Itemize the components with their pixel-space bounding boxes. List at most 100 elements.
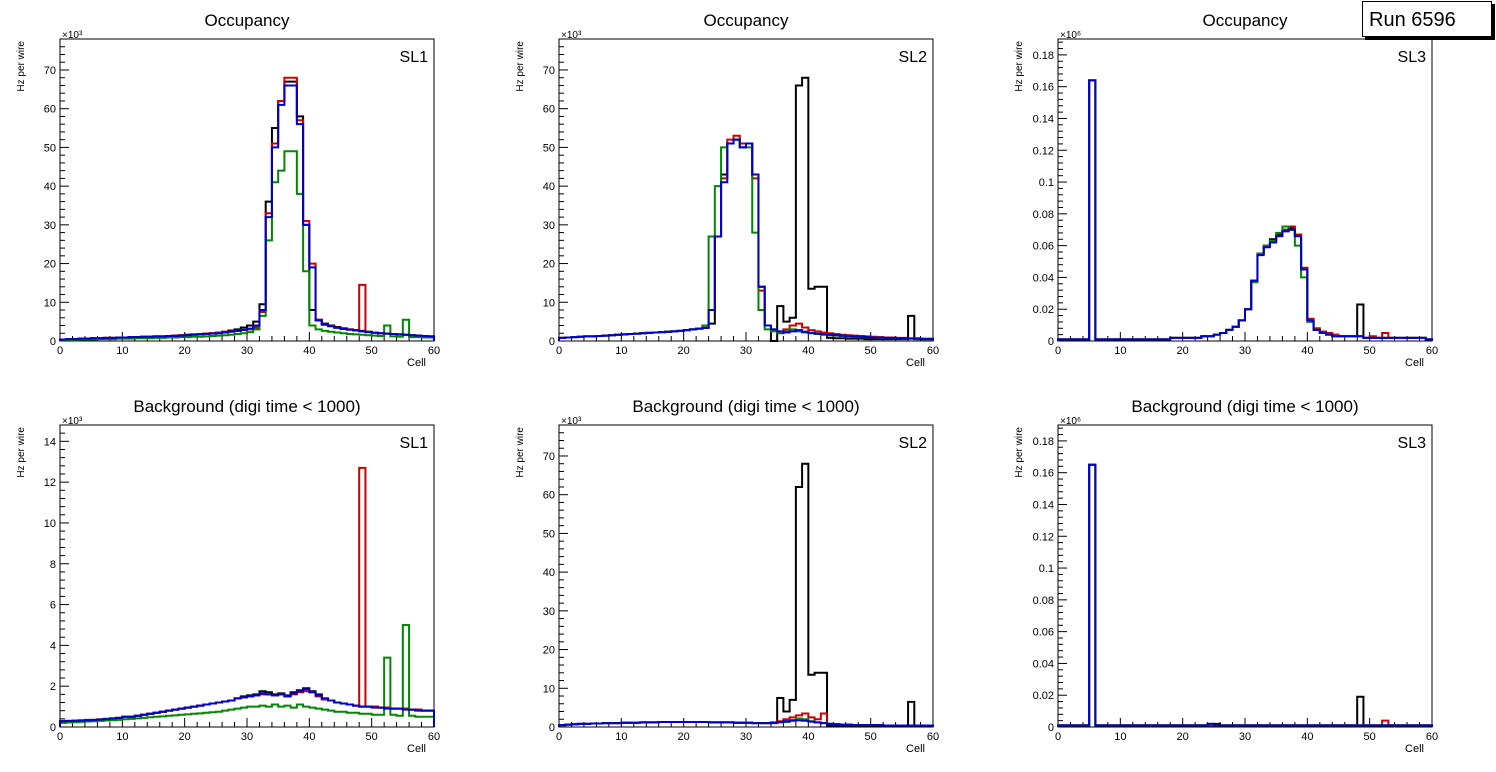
histogram-blue — [59, 84, 435, 341]
y-tick-label: 0.12 — [1033, 145, 1054, 157]
x-axis-title: Cell — [906, 743, 925, 755]
y-tick-label: 4 — [50, 640, 56, 652]
y-tick-label: 50 — [44, 142, 56, 154]
x-tick-label: 60 — [428, 345, 440, 357]
x-axis-title: Cell — [1405, 357, 1424, 369]
y-tick-label: 2 — [50, 681, 56, 693]
y-exponent-label: ×10⁶ — [1060, 30, 1081, 41]
y-tick-label: 60 — [44, 104, 56, 116]
x-tick-label: 50 — [366, 731, 378, 743]
x-tick-label: 40 — [1301, 731, 1313, 743]
y-tick-label: 14 — [44, 436, 56, 448]
x-tick-label: 20 — [678, 345, 690, 357]
x-tick-label: 10 — [615, 731, 627, 743]
y-axis-title: Hz per wire — [515, 427, 526, 478]
y-tick-label: 0 — [50, 336, 56, 348]
y-tick-label: 0 — [1048, 336, 1054, 348]
y-tick-label: 0.16 — [1033, 82, 1054, 94]
y-tick-label: 0.14 — [1033, 113, 1054, 125]
x-tick-label: 20 — [179, 345, 191, 357]
histogram-green — [1057, 79, 1433, 341]
y-tick-label: 0.08 — [1033, 595, 1054, 607]
y-tick-label: 30 — [543, 220, 555, 232]
histogram-black — [1057, 79, 1433, 341]
plot-frame — [558, 424, 934, 728]
histogram-red — [558, 134, 934, 341]
x-tick-label: 50 — [865, 731, 877, 743]
y-tick-label: 50 — [543, 528, 555, 540]
histogram-green — [59, 623, 435, 727]
x-tick-label: 10 — [615, 345, 627, 357]
y-tick-label: 0.02 — [1033, 304, 1054, 316]
histogram-blue — [558, 138, 934, 341]
y-tick-label: 20 — [44, 259, 56, 271]
y-axis-title: Hz per wire — [515, 41, 526, 92]
histogram-red — [59, 466, 435, 727]
y-tick-label: 0.1 — [1039, 177, 1054, 189]
superlayer-label: SL1 — [400, 435, 429, 452]
superlayer-label: SL2 — [899, 49, 928, 66]
x-tick-label: 30 — [241, 731, 253, 743]
y-tick-label: 0.02 — [1033, 690, 1054, 702]
plot-frame — [558, 38, 934, 342]
histogram-black — [59, 80, 435, 341]
x-tick-label: 60 — [927, 731, 939, 743]
superlayer-label: SL3 — [1398, 49, 1427, 66]
histogram-blue — [1057, 463, 1433, 727]
y-tick-label: 0.18 — [1033, 50, 1054, 62]
superlayer-label: SL3 — [1398, 435, 1427, 452]
x-tick-label: 10 — [116, 345, 128, 357]
y-tick-label: 0 — [1048, 722, 1054, 734]
x-tick-label: 10 — [116, 731, 128, 743]
x-tick-label: 50 — [865, 345, 877, 357]
y-tick-label: 12 — [44, 477, 56, 489]
y-tick-label: 70 — [44, 65, 56, 77]
x-tick-label: 40 — [303, 731, 315, 743]
y-tick-label: 70 — [543, 65, 555, 77]
y-axis-title: Hz per wire — [1014, 427, 1025, 478]
x-tick-label: 0 — [57, 731, 63, 743]
x-tick-label: 40 — [802, 345, 814, 357]
x-tick-label: 60 — [927, 345, 939, 357]
x-tick-label: 0 — [57, 345, 63, 357]
plot-frame — [1057, 424, 1433, 728]
run-number-label: Run 6596 — [1362, 1, 1492, 37]
y-tick-label: 0 — [50, 722, 56, 734]
x-tick-label: 0 — [1055, 731, 1061, 743]
x-tick-label: 30 — [740, 345, 752, 357]
chart-panel-1: 0 10 20 30 40 50 60 0 10 20 30 40 50 60 70 ×10³ Occupanc… — [16, 11, 440, 369]
y-axis-title: Hz per wire — [1014, 41, 1025, 92]
chart-panel-5: 0 10 20 30 40 50 60 0 10 20 30 40 50 60 70 ×10³ Backgrou… — [515, 397, 939, 755]
chart-title: Background (digi time < 1000) — [632, 397, 859, 416]
histogram-black — [1057, 463, 1433, 727]
y-tick-label: 30 — [44, 220, 56, 232]
y-tick-label: 0.14 — [1033, 499, 1054, 511]
x-axis-title: Cell — [1405, 743, 1424, 755]
x-tick-label: 0 — [556, 731, 562, 743]
y-tick-label: 10 — [44, 518, 56, 530]
chart-title: Background (digi time < 1000) — [133, 397, 360, 416]
y-exponent-label: ×10³ — [62, 416, 83, 427]
chart-title: Occupancy — [1202, 11, 1288, 30]
x-tick-label: 0 — [1055, 345, 1061, 357]
plot-frame — [1057, 38, 1433, 342]
y-tick-label: 0.06 — [1033, 627, 1054, 639]
y-tick-label: 8 — [50, 559, 56, 571]
y-tick-label: 0.16 — [1033, 468, 1054, 480]
x-tick-label: 40 — [303, 345, 315, 357]
y-tick-label: 20 — [543, 259, 555, 271]
x-tick-label: 30 — [1239, 345, 1251, 357]
superlayer-label: SL2 — [899, 435, 928, 452]
histogram-green — [1057, 463, 1433, 727]
y-tick-label: 0.08 — [1033, 209, 1054, 221]
histogram-red — [1057, 79, 1433, 341]
x-tick-label: 60 — [1426, 345, 1438, 357]
histogram-red — [59, 76, 435, 341]
x-tick-label: 0 — [556, 345, 562, 357]
x-tick-label: 30 — [241, 345, 253, 357]
histogram-blue — [1057, 79, 1433, 341]
x-tick-label: 50 — [1364, 731, 1376, 743]
y-exponent-label: ×10³ — [561, 30, 582, 41]
y-tick-label: 40 — [44, 181, 56, 193]
